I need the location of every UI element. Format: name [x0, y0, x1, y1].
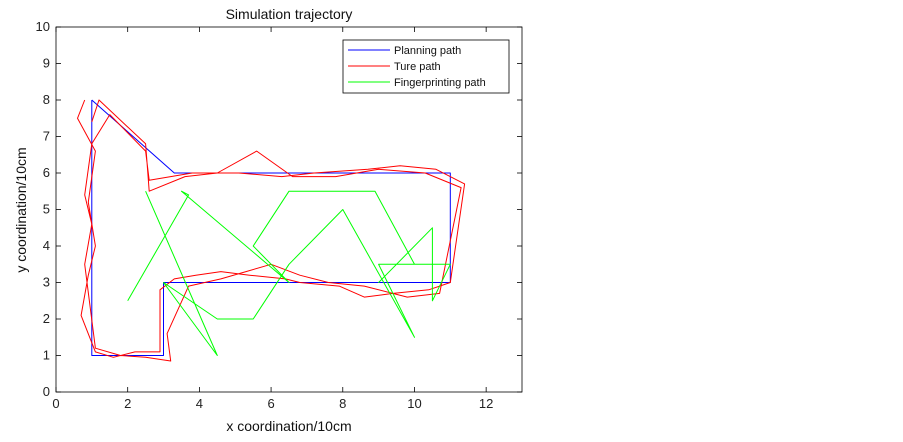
y-tick-label: 10: [36, 19, 50, 34]
legend-label-true: Ture path: [394, 61, 441, 73]
x-tick-label: 0: [52, 396, 59, 411]
y-tick-label: 6: [43, 165, 50, 180]
x-tick-label: 8: [339, 396, 346, 411]
legend-label-planning: Planning path: [394, 45, 461, 57]
fingerprinting-path-line: [127, 190, 451, 356]
y-tick-label: 0: [43, 384, 50, 399]
y-tick-label: 4: [43, 238, 50, 253]
x-axis-title: x coordination/10cm: [226, 418, 351, 434]
y-axis-title: y coordination/10cm: [13, 147, 29, 272]
y-tick-label: 3: [43, 275, 50, 290]
y-tick-label: 2: [43, 311, 50, 326]
x-tick-label: 10: [407, 396, 421, 411]
chart-title: Simulation trajectory: [226, 6, 353, 22]
x-tick-label: 12: [479, 396, 493, 411]
series-layer: [77, 99, 466, 362]
y-tick-label: 8: [43, 92, 50, 107]
y-tick-label: 1: [43, 348, 50, 363]
y-tick-label: 5: [43, 202, 50, 217]
legend-label-fingerprinting: Fingerprinting path: [394, 77, 486, 89]
true-path-line: [77, 99, 466, 362]
y-tick-label: 7: [43, 129, 50, 144]
x-tick-label: 4: [196, 396, 203, 411]
x-tick-label: 6: [267, 396, 274, 411]
y-tick-label: 9: [43, 56, 50, 71]
x-tick-label: 2: [124, 396, 131, 411]
legend: Planning path Ture path Fingerprinting p…: [342, 39, 510, 94]
